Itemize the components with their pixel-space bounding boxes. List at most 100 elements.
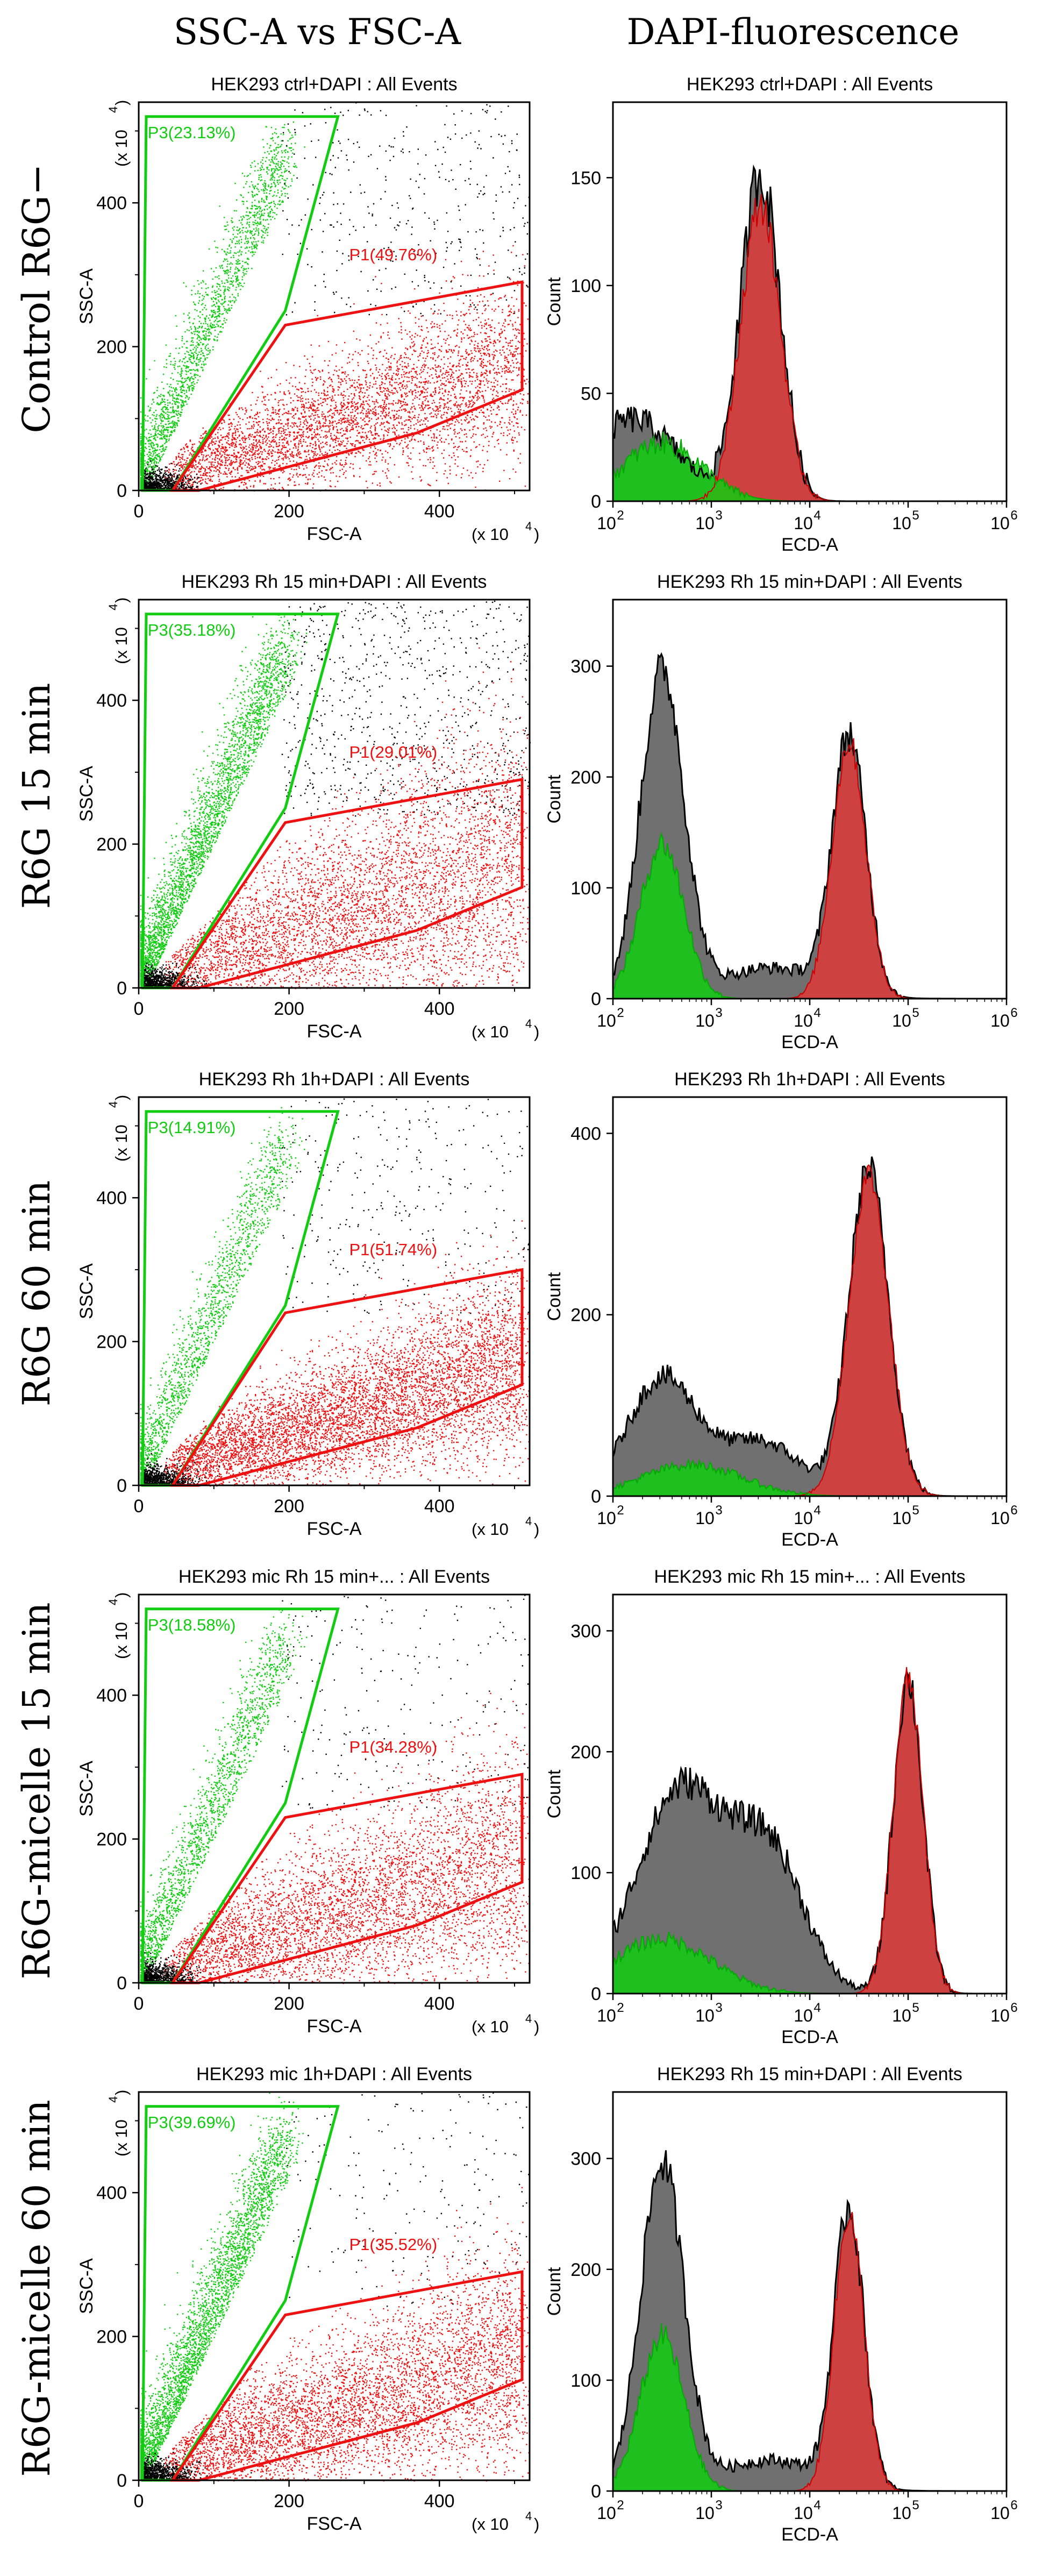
multiplier-text: (x 10 (472, 1520, 509, 1539)
x-tick-base: 10 (892, 514, 911, 533)
histogram-title: HEK293 ctrl+DAPI : All Events (687, 74, 933, 95)
y-tick-label: 400 (96, 2183, 127, 2203)
x-tick-base: 10 (892, 2503, 911, 2523)
gate-p1 (170, 778, 524, 990)
x-tick-label: 400 (424, 1496, 455, 1517)
histogram-plot: HEK293 Rh 15 min+DAPI : All Events 0 100 20… (544, 2064, 1018, 2545)
x-axis-label: FSC-A (307, 1021, 362, 1042)
p1-events (162, 647, 530, 990)
x-tick-exponent: 5 (912, 2001, 919, 2015)
x-tick-exponent: 4 (813, 2498, 820, 2513)
histogram-title: HEK293 Rh 1h+DAPI : All Events (674, 1069, 945, 1090)
x-tick-base: 10 (794, 2503, 813, 2523)
y-tick-label: 200 (96, 2327, 127, 2347)
panel-row-1: Control R6G− HEK293 ctrl+DAPI : All Event… (15, 74, 1018, 555)
multiplier-text: (x 10 (472, 2515, 509, 2534)
x-tick-label: 200 (274, 999, 304, 1019)
x-axis-multiplier: (x 10 4) (472, 520, 539, 544)
x-tick-exponent: 5 (912, 508, 919, 523)
y-tick-label: 300 (570, 657, 601, 677)
x-tick-exponent: 3 (715, 2001, 722, 2015)
x-tick-base: 10 (597, 1011, 616, 1030)
x-tick-label: 400 (424, 501, 455, 522)
y-tick-label: 0 (117, 1476, 127, 1496)
p1-histogram-fill (613, 1667, 1007, 1994)
x-tick-base: 10 (990, 2006, 1010, 2025)
x-axis-label: FSC-A (307, 524, 362, 544)
scatter-title: HEK293 ctrl+DAPI : All Events (211, 74, 457, 95)
p3-gate-label: P3(23.13%) (148, 123, 236, 142)
multiplier-text: (x 10 (112, 1622, 131, 1659)
histogram-title: HEK293 Rh 15 min+DAPI : All Events (657, 2064, 962, 2084)
y-tick-label: 100 (570, 276, 601, 296)
x-tick-label: 400 (424, 999, 455, 1019)
x-tick-exponent: 3 (715, 2498, 722, 2513)
multiplier-paren: ) (112, 1095, 131, 1100)
row-label: R6G-micelle 15 min (15, 1602, 59, 1979)
scatter-points (140, 1098, 531, 1487)
x-tick-label: 200 (274, 1994, 304, 2014)
x-axis-multiplier: (x 10 4) (472, 1017, 539, 1041)
ungated-events (142, 1595, 530, 1983)
x-tick-base: 10 (892, 1011, 911, 1030)
x-tick-label: 0 (134, 501, 144, 522)
p1-events (162, 245, 530, 492)
y-tick-label: 50 (581, 383, 601, 404)
panel-row-4: R6G-micelle 15 min HEK293 mic Rh 15 min+.… (15, 1567, 1018, 2047)
x-tick-base: 10 (794, 2006, 813, 2025)
p1-gate-label: P1(34.28%) (349, 1738, 437, 1756)
x-axis-label: FSC-A (307, 2514, 362, 2534)
x-tick-exponent: 3 (715, 1006, 722, 1020)
scatter-frame (138, 599, 531, 989)
y-axis-multiplier: (x 10 4) (106, 1592, 131, 1659)
multiplier-paren: ) (534, 2017, 539, 2036)
x-tick-label: 200 (274, 1496, 304, 1517)
y-tick-label: 400 (96, 1188, 127, 1208)
y-tick-label: 100 (570, 878, 601, 899)
y-tick-label: 400 (96, 193, 127, 214)
y-tick-label: 200 (570, 1742, 601, 1762)
panel-row-5: R6G-micelle 60 min HEK293 mic 1h+DAPI : A… (15, 2064, 1018, 2545)
x-axis-multiplier: (x 10 4) (472, 2509, 539, 2534)
x-axis-label: ECD-A (781, 2524, 838, 2545)
y-tick-label: 400 (96, 1685, 127, 1706)
x-tick-base: 10 (892, 1508, 911, 1528)
row-label: Control R6G− (15, 164, 59, 433)
y-axis-multiplier: (x 10 4) (106, 100, 131, 167)
x-tick-base: 10 (794, 514, 813, 533)
multiplier-exponent: 4 (525, 2509, 532, 2523)
multiplier-exponent: 4 (525, 1514, 532, 1528)
histogram-plot: HEK293 Rh 15 min+DAPI : All Events 0 100 20… (544, 572, 1018, 1052)
multiplier-exponent: 4 (525, 2012, 532, 2025)
panel-row-3: R6G 60 min HEK293 Rh 1h+DAPI : All Events… (15, 1069, 1018, 1550)
multiplier-paren: ) (534, 1520, 539, 1539)
gate-p3 (141, 1607, 340, 1984)
x-tick-exponent: 3 (715, 1503, 722, 1518)
scatter-points (140, 1595, 530, 1984)
y-tick-label: 0 (117, 978, 127, 999)
multiplier-exponent: 4 (106, 2096, 120, 2103)
p1-gate-label: P1(49.76%) (349, 245, 437, 264)
y-axis-label: SSC-A (76, 2258, 97, 2314)
p3-histogram-fill (613, 1932, 1007, 1994)
x-tick-base: 10 (695, 2503, 715, 2523)
scatter-plot: HEK293 Rh 1h+DAPI : All Events P3(14.91%)… (76, 1069, 539, 1539)
x-tick-label: 400 (424, 2491, 455, 2511)
multiplier-paren: ) (534, 2515, 539, 2534)
x-tick-label: 0 (134, 1994, 144, 2014)
multiplier-paren: ) (534, 525, 539, 544)
x-axis-label: ECD-A (781, 535, 838, 555)
left-column-heading: SSC-A vs FSC-A (174, 11, 462, 53)
p1-gate-label: P1(51.74%) (349, 1240, 437, 1259)
y-tick-label: 300 (570, 1621, 601, 1641)
y-axis-label: Count (544, 774, 565, 823)
x-tick-exponent: 6 (1010, 1006, 1017, 1020)
multiplier-exponent: 4 (106, 106, 120, 113)
x-tick-exponent: 2 (617, 1503, 624, 1518)
p3-events (140, 121, 305, 490)
multiplier-text: (x 10 (472, 525, 509, 544)
right-column-heading: DAPI-fluorescence (627, 11, 960, 53)
y-axis-label: Count (544, 2267, 565, 2316)
multiplier-exponent: 4 (106, 1101, 120, 1108)
